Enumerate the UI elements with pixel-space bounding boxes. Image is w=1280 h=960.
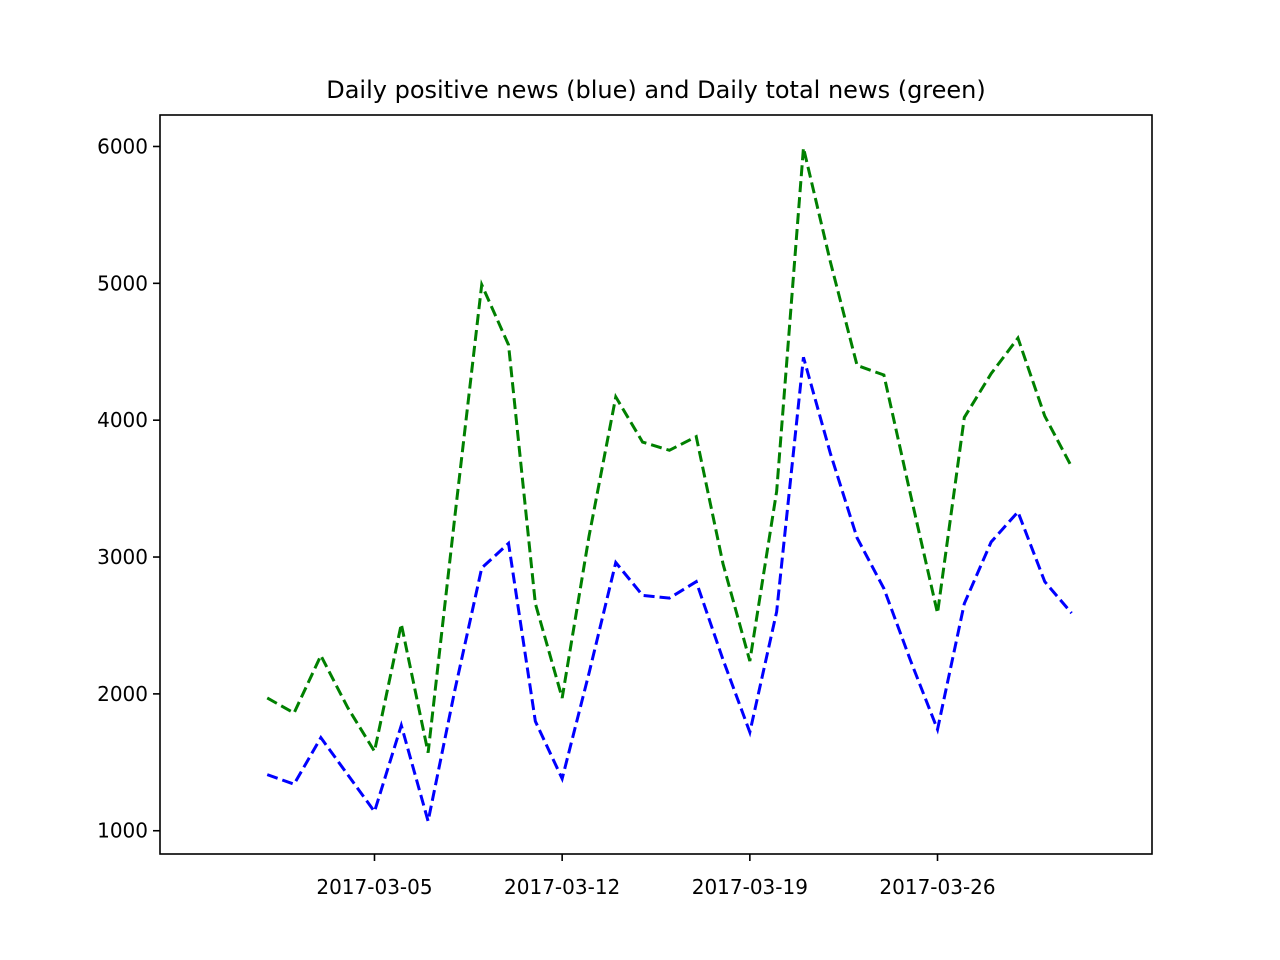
x-tick-label: 2017-03-19 <box>692 875 808 899</box>
x-tick-label: 2017-03-26 <box>879 875 995 899</box>
y-tick-label: 3000 <box>97 545 148 569</box>
y-tick-label: 4000 <box>97 408 148 432</box>
x-tick-label: 2017-03-12 <box>504 875 620 899</box>
y-axis: 1000 2000 3000 4000 5000 6000 <box>97 134 160 843</box>
x-tick-label: 2017-03-05 <box>316 875 432 899</box>
x-axis: 2017-03-05 2017-03-12 2017-03-19 2017-03-26 <box>316 854 996 899</box>
series-layer <box>266 147 1073 822</box>
chart-title: Daily positive news (blue) and Daily tot… <box>326 76 986 104</box>
series-line-2 <box>266 147 1073 756</box>
y-tick-label: 1000 <box>97 819 148 843</box>
y-tick-label: 2000 <box>97 682 148 706</box>
y-tick-label: 5000 <box>97 271 148 295</box>
y-tick-label: 6000 <box>97 134 148 158</box>
series-line-1 <box>266 356 1073 822</box>
plot-area-frame <box>159 114 1153 855</box>
